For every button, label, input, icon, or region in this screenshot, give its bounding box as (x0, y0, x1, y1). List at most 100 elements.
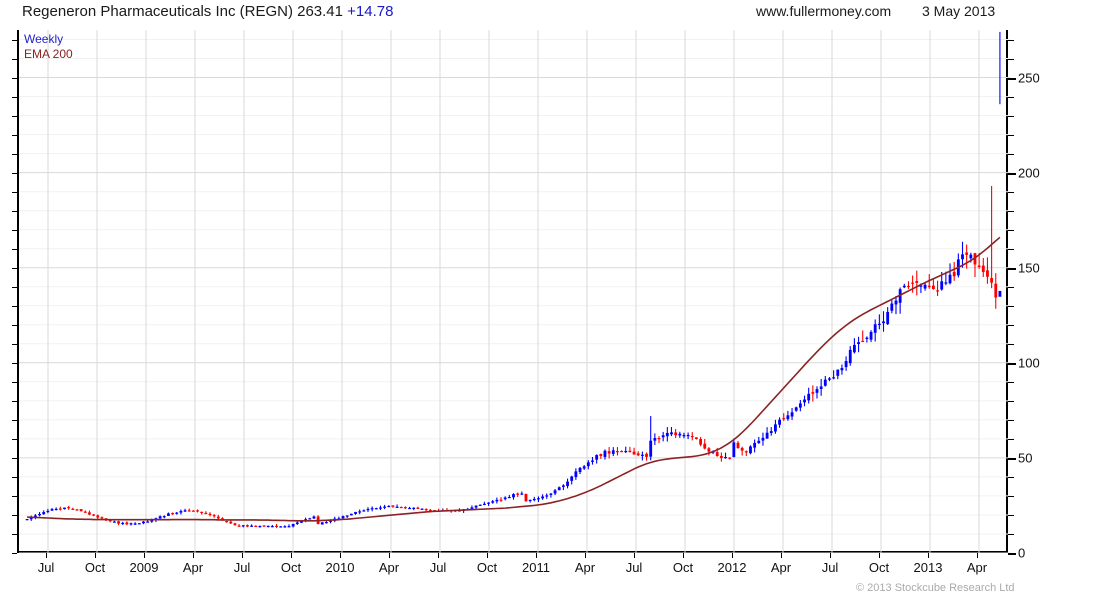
legend-overlay-label: EMA 200 (24, 47, 73, 61)
x-axis-label: 2013 (913, 560, 943, 575)
y-axis-minor-tick (1008, 495, 1014, 497)
y-axis-minor-tick (12, 115, 17, 117)
y-axis-minor-tick (12, 381, 17, 383)
x-axis-tick (977, 553, 978, 558)
x-axis-label: Oct (672, 560, 694, 575)
y-axis-minor-tick (12, 362, 17, 364)
x-axis-label: Jul (625, 560, 643, 575)
instrument-name-price: Regeneron Pharmaceuticals Inc (REGN) 263… (22, 3, 348, 20)
plot-area: Weekly EMA 200 (17, 30, 1010, 553)
chart-legend: Weekly EMA 200 (24, 32, 73, 62)
y-axis-minor-tick (12, 400, 17, 402)
y-axis-minor-tick (1008, 115, 1014, 117)
y-axis-minor-tick (12, 419, 17, 421)
y-axis-label: 200 (1018, 165, 1040, 181)
x-axis-label: Oct (868, 560, 890, 575)
y-axis-minor-tick (12, 457, 17, 459)
y-axis-minor-tick (1008, 229, 1014, 231)
candlestick-series (25, 31, 1002, 529)
x-axis-label: Oct (476, 560, 498, 575)
y-axis-minor-tick (12, 39, 17, 41)
y-axis-minor-tick (1008, 515, 1014, 516)
y-axis-label: 0 (1018, 545, 1026, 561)
y-axis-minor-tick (1008, 39, 1014, 41)
y-axis-minor-tick (12, 267, 17, 269)
y-axis-minor-tick (12, 515, 17, 516)
y-axis-minor-tick (1008, 419, 1014, 421)
y-axis-label: 250 (1018, 70, 1040, 85)
x-axis-label: Jul (821, 560, 839, 575)
y-axis-minor-tick (12, 305, 17, 307)
y-axis-minor-tick (12, 134, 17, 136)
y-axis-minor-tick (12, 172, 17, 174)
x-axis-label: 2009 (129, 560, 159, 575)
x-axis-tick (46, 553, 47, 558)
y-axis-tick (1008, 457, 1016, 460)
y-axis-minor-tick (1008, 400, 1014, 402)
y-axis-minor-tick (1008, 267, 1014, 269)
y-axis-label: 100 (1018, 355, 1040, 371)
x-axis-tick (536, 553, 537, 558)
x-axis-tick (830, 553, 831, 558)
x-axis-tick (732, 553, 733, 558)
y-axis-label: 50 (1018, 450, 1033, 466)
y-axis-minor-tick (1008, 324, 1014, 326)
y-axis-minor-tick (12, 534, 17, 535)
y-axis-minor-tick (1008, 172, 1014, 174)
y-axis-minor-tick (1008, 58, 1014, 60)
y-axis-minor-tick (12, 229, 17, 231)
price-change: +14.78 (347, 3, 394, 20)
x-axis-label: Apr (770, 560, 792, 575)
x-axis-tick (634, 553, 635, 558)
x-axis-label: 2010 (325, 560, 355, 575)
y-axis-label: 150 (1018, 260, 1040, 276)
y-axis-minor-tick (1008, 381, 1014, 383)
y-axis-tick (1008, 267, 1016, 270)
y-axis-tick (1008, 172, 1016, 175)
x-axis-label: Apr (574, 560, 596, 575)
y-axis-minor-tick (1008, 248, 1014, 250)
y-axis-minor-tick (1008, 305, 1014, 307)
x-axis-tick (683, 553, 684, 558)
y-axis-minor-tick (1008, 134, 1014, 136)
x-axis-label: Apr (378, 560, 400, 575)
website-label: www.fullermoney.com (756, 3, 892, 19)
y-axis-minor-tick (12, 476, 17, 478)
y-axis-minor-tick (12, 324, 17, 326)
x-axis-label: 2012 (717, 560, 747, 575)
y-axis-minor-tick (1008, 191, 1014, 193)
y-axis-minor-tick (1008, 96, 1014, 98)
copyright-notice: © 2013 Stockcube Research Ltd (856, 582, 1015, 594)
y-axis-tick (1008, 77, 1016, 80)
y-axis-minor-tick (12, 96, 17, 98)
y-axis-minor-tick (1008, 457, 1014, 459)
x-axis-label: Oct (280, 560, 302, 575)
y-axis-minor-tick (12, 191, 17, 193)
y-axis-minor-tick (12, 495, 17, 497)
y-axis-minor-tick (12, 553, 17, 554)
x-axis-tick (487, 553, 488, 558)
y-axis-minor-tick (1008, 476, 1014, 478)
x-axis-tick (585, 553, 586, 558)
x-axis-tick (193, 553, 194, 558)
legend-series-label: Weekly (24, 32, 64, 46)
x-axis-tick (242, 553, 243, 558)
x-axis-tick (389, 553, 390, 558)
y-axis-minor-tick (1008, 362, 1014, 364)
x-axis-tick (438, 553, 439, 558)
x-axis-label: Apr (182, 560, 204, 575)
y-axis-minor-tick (12, 438, 17, 440)
y-axis-minor-tick (1008, 343, 1014, 345)
y-axis-minor-tick (12, 58, 17, 60)
x-axis-tick (928, 553, 929, 558)
x-axis-label: Oct (84, 560, 106, 575)
x-axis-label: Jul (429, 560, 447, 575)
x-axis-tick (879, 553, 880, 558)
y-axis-minor-tick (1008, 286, 1014, 288)
y-axis-minor-tick (12, 343, 17, 345)
instrument-title: Regeneron Pharmaceuticals Inc (REGN) 263… (22, 3, 393, 20)
x-axis-label: Jul (37, 560, 55, 575)
y-axis-minor-tick (12, 248, 17, 250)
y-axis-minor-tick (1008, 77, 1014, 79)
